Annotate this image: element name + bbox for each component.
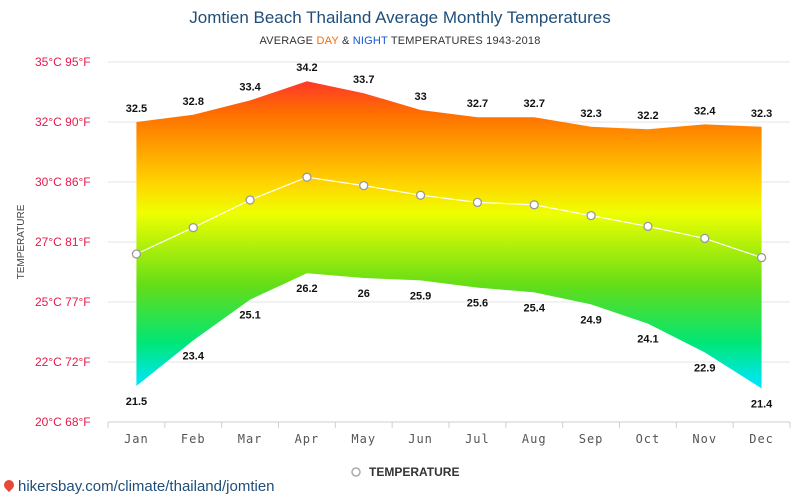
subtitle-suffix: TEMPERATURES 1943-2018 bbox=[387, 35, 541, 47]
y-tick-label: 32°C 90°F bbox=[35, 115, 91, 129]
footer-link-text[interactable]: hikersbay.com/climate/thailand/jomtien bbox=[18, 478, 275, 495]
x-tick-label: Aug bbox=[522, 432, 547, 446]
day-value-label: 33.4 bbox=[239, 81, 261, 93]
day-value-label: 32.5 bbox=[126, 103, 147, 115]
x-tick-label: Dec bbox=[749, 432, 774, 446]
subtitle-night: NIGHT bbox=[352, 35, 388, 47]
average-temperature-point[interactable] bbox=[643, 221, 653, 232]
average-temperature-point[interactable] bbox=[359, 180, 369, 191]
day-value-label: 32.3 bbox=[751, 108, 772, 120]
x-tick-label: Nov bbox=[692, 432, 717, 446]
night-value-label: 25.6 bbox=[467, 298, 488, 310]
night-value-label: 26 bbox=[358, 288, 370, 300]
night-value-label: 25.4 bbox=[524, 302, 546, 314]
night-value-label: 24.1 bbox=[637, 334, 658, 346]
chart-title: Jomtien Beach Thailand Average Monthly T… bbox=[189, 8, 611, 27]
night-value-label: 23.4 bbox=[183, 350, 205, 362]
average-temperature-point[interactable] bbox=[756, 252, 767, 263]
y-tick-label: 30°C 86°F bbox=[35, 175, 91, 189]
x-tick-label: Mar bbox=[238, 432, 263, 446]
y-axis-title: TEMPERATURE bbox=[16, 204, 27, 279]
day-value-label: 32.2 bbox=[637, 110, 658, 122]
average-temperature-point[interactable] bbox=[586, 210, 596, 221]
day-value-label: 32.7 bbox=[467, 98, 488, 110]
x-tick-label: Sep bbox=[579, 432, 604, 446]
subtitle-prefix: AVERAGE bbox=[259, 35, 317, 47]
night-value-label: 21.4 bbox=[751, 398, 773, 410]
average-temperature-point[interactable] bbox=[472, 197, 483, 208]
day-value-label: 34.2 bbox=[296, 62, 317, 74]
y-tick-label: 22°C 72°F bbox=[35, 355, 91, 369]
x-tick-label: Jan bbox=[124, 432, 149, 446]
subtitle-day: DAY bbox=[316, 35, 339, 47]
y-tick-label: 25°C 77°F bbox=[35, 295, 91, 309]
average-temperature-point[interactable] bbox=[188, 222, 198, 233]
x-tick-label: Oct bbox=[636, 432, 661, 446]
average-temperature-point[interactable] bbox=[415, 190, 426, 200]
day-value-label: 32.7 bbox=[524, 98, 545, 110]
night-value-label: 25.1 bbox=[239, 310, 260, 322]
x-tick-label: Feb bbox=[181, 432, 206, 446]
legend-label[interactable]: TEMPERATURE bbox=[369, 465, 459, 479]
day-value-label: 32.8 bbox=[183, 96, 204, 108]
average-temperature-point[interactable] bbox=[131, 249, 142, 259]
chart-subtitle: AVERAGE DAY & NIGHT TEMPERATURES 1943-20… bbox=[0, 35, 800, 47]
average-temperature-point[interactable] bbox=[245, 195, 255, 205]
night-value-label: 24.9 bbox=[580, 314, 601, 326]
legend-marker-icon[interactable] bbox=[351, 467, 361, 477]
footer-link[interactable]: hikersbay.com/climate/thailand/jomtien bbox=[1, 477, 275, 495]
x-tick-label: Apr bbox=[295, 432, 320, 446]
day-value-label: 33.7 bbox=[353, 74, 374, 86]
x-tick-label: Jul bbox=[465, 432, 490, 446]
average-temperature-line bbox=[136, 176, 762, 259]
y-tick-label: 35°C 95°F bbox=[35, 55, 91, 69]
day-value-label: 32.3 bbox=[580, 108, 601, 120]
y-tick-label: 27°C 81°F bbox=[35, 235, 91, 249]
night-value-label: 21.5 bbox=[126, 396, 147, 408]
x-tick-label: May bbox=[351, 432, 376, 446]
y-tick-label: 20°C 68°F bbox=[35, 415, 91, 429]
average-temperature-point[interactable] bbox=[529, 200, 539, 210]
night-value-label: 22.9 bbox=[694, 362, 715, 374]
day-value-label: 33 bbox=[414, 91, 426, 103]
night-value-label: 25.9 bbox=[410, 290, 431, 302]
day-night-range-area bbox=[136, 81, 762, 389]
x-tick-label: Jun bbox=[408, 432, 433, 446]
day-value-label: 32.4 bbox=[694, 105, 716, 117]
subtitle-amp: & bbox=[338, 35, 353, 47]
location-pin-icon bbox=[1, 477, 17, 493]
average-temperature-point[interactable] bbox=[700, 233, 710, 244]
average-temperature-point[interactable] bbox=[302, 172, 312, 182]
night-value-label: 26.2 bbox=[296, 283, 317, 295]
